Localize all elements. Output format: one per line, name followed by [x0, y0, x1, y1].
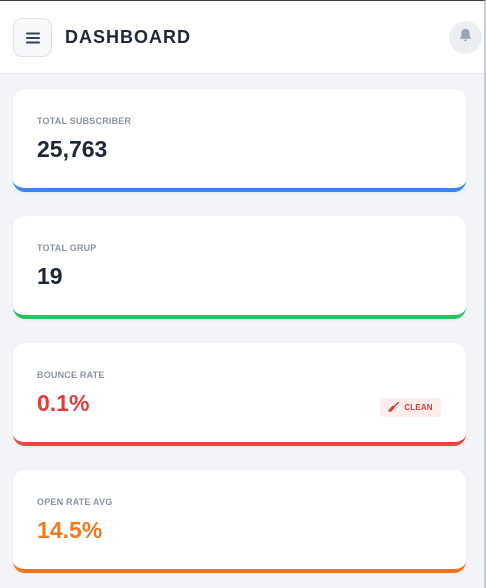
- notifications-button[interactable]: [449, 21, 482, 54]
- broom-icon: [388, 399, 400, 417]
- top-bar: DASHBOARD: [0, 1, 484, 74]
- stat-value: 0.1%: [37, 390, 90, 416]
- bell-icon: [459, 28, 472, 47]
- stat-card-open-rate-avg: OPEN RATE AVG 14.5%: [13, 470, 466, 573]
- menu-button[interactable]: [13, 18, 52, 57]
- stat-value: 19: [37, 263, 63, 289]
- stat-label: OPEN RATE AVG: [37, 497, 113, 507]
- stat-value: 14.5%: [37, 517, 103, 543]
- stat-label: TOTAL GRUP: [37, 243, 97, 253]
- stat-label: TOTAL SUBSCRIBER: [37, 116, 132, 126]
- badge-label: CLEAN: [404, 403, 433, 412]
- stat-value: 25,763: [37, 136, 108, 162]
- stat-label: BOUNCE RATE: [37, 370, 105, 380]
- clean-badge[interactable]: CLEAN: [380, 398, 441, 417]
- stat-card-total-grup: TOTAL GRUP 19: [13, 216, 466, 319]
- stat-card-bounce-rate: BOUNCE RATE 0.1% CLEAN: [13, 343, 466, 446]
- page-title: DASHBOARD: [65, 27, 191, 47]
- stat-card-total-subscriber: TOTAL SUBSCRIBER 25,763: [13, 89, 466, 192]
- hamburger-menu-icon: [25, 32, 40, 44]
